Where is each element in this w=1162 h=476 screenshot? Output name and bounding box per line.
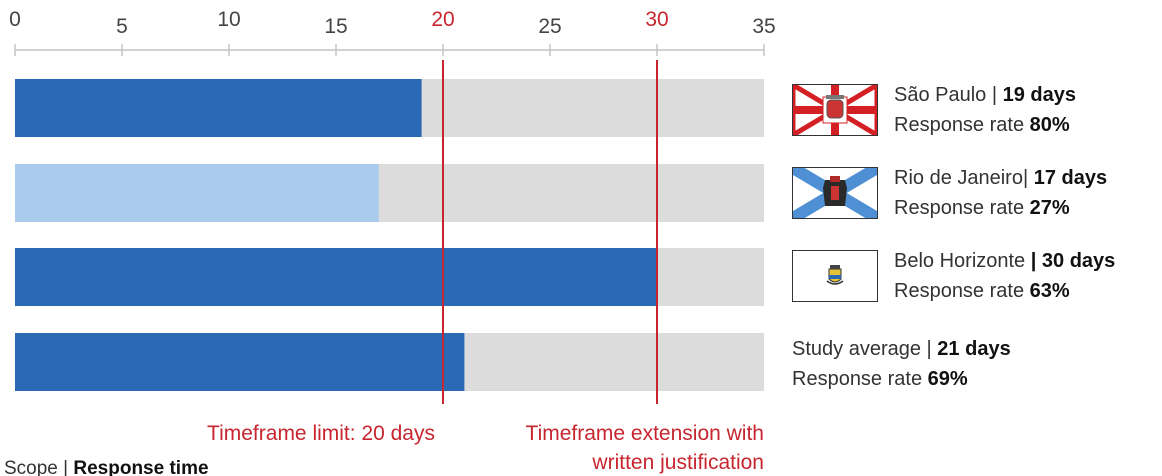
x-tick-label: 20 (431, 8, 454, 31)
city-days: 17 days (1033, 167, 1108, 189)
bars (15, 79, 764, 391)
x-tick-label: 35 (752, 15, 775, 38)
rate-label: Response rate (894, 114, 1030, 136)
belo-horizonte-flag-icon (792, 250, 878, 302)
bar (15, 248, 657, 306)
reference-label-line: Timeframe extension with (526, 422, 764, 445)
scope-footer: Scope | Response time (4, 458, 209, 476)
legend-item-rio-de-janeiro: Rio de Janeiro| 17 days Response rate 27… (792, 163, 1162, 223)
rate-value: 27% (1029, 197, 1070, 219)
average-name: Study average | (792, 338, 938, 360)
city-days: | 30 days (1030, 250, 1116, 272)
reference-label: Timeframe limit: 20 days (207, 422, 435, 445)
x-tick-label: 25 (538, 15, 561, 38)
rio-de-janeiro-flag-icon (792, 167, 878, 219)
legend-item-belo-horizonte: Belo Horizonte | 30 days Response rate 6… (792, 246, 1162, 306)
response-time-chart: 0 5 10 15 20 25 30 35 Timeframe limit: 20 days T… (4, 8, 776, 476)
average-rate-value: 69% (927, 368, 968, 390)
sao-paulo-flag-icon (792, 84, 878, 136)
rate-label: Response rate (894, 197, 1030, 219)
city-name: Rio de Janeiro| (894, 167, 1034, 189)
city-days: 19 days (1002, 84, 1076, 106)
x-tick-label: 30 (645, 8, 668, 31)
scope-prefix: Scope | (4, 458, 73, 476)
city-name: São Paulo | (894, 84, 1003, 106)
reference-label-line: written justification (591, 451, 764, 474)
rate-value: 80% (1029, 114, 1070, 136)
x-tick-label: 0 (9, 8, 21, 31)
legend-study-average: Study average | 21 days Response rate 69… (792, 334, 1011, 394)
rate-label: Response rate (894, 280, 1030, 302)
bar (15, 164, 379, 222)
average-rate-label: Response rate (792, 368, 928, 390)
average-days: 21 days (937, 338, 1011, 360)
city-name: Belo Horizonte (894, 250, 1031, 272)
bar (15, 79, 422, 137)
x-axis: 0 5 10 15 20 25 30 35 (9, 8, 776, 56)
x-tick-label: 10 (217, 8, 240, 31)
reference-lines: Timeframe limit: 20 days Timeframe extens… (207, 60, 764, 474)
scope-emphasis: Response time (73, 458, 208, 476)
x-tick-label: 5 (116, 15, 128, 38)
bar (15, 333, 465, 391)
rate-value: 63% (1029, 280, 1070, 302)
x-tick-label: 15 (324, 15, 347, 38)
legend-item-sao-paulo: São Paulo | 19 days Response rate 80% (792, 80, 1162, 140)
